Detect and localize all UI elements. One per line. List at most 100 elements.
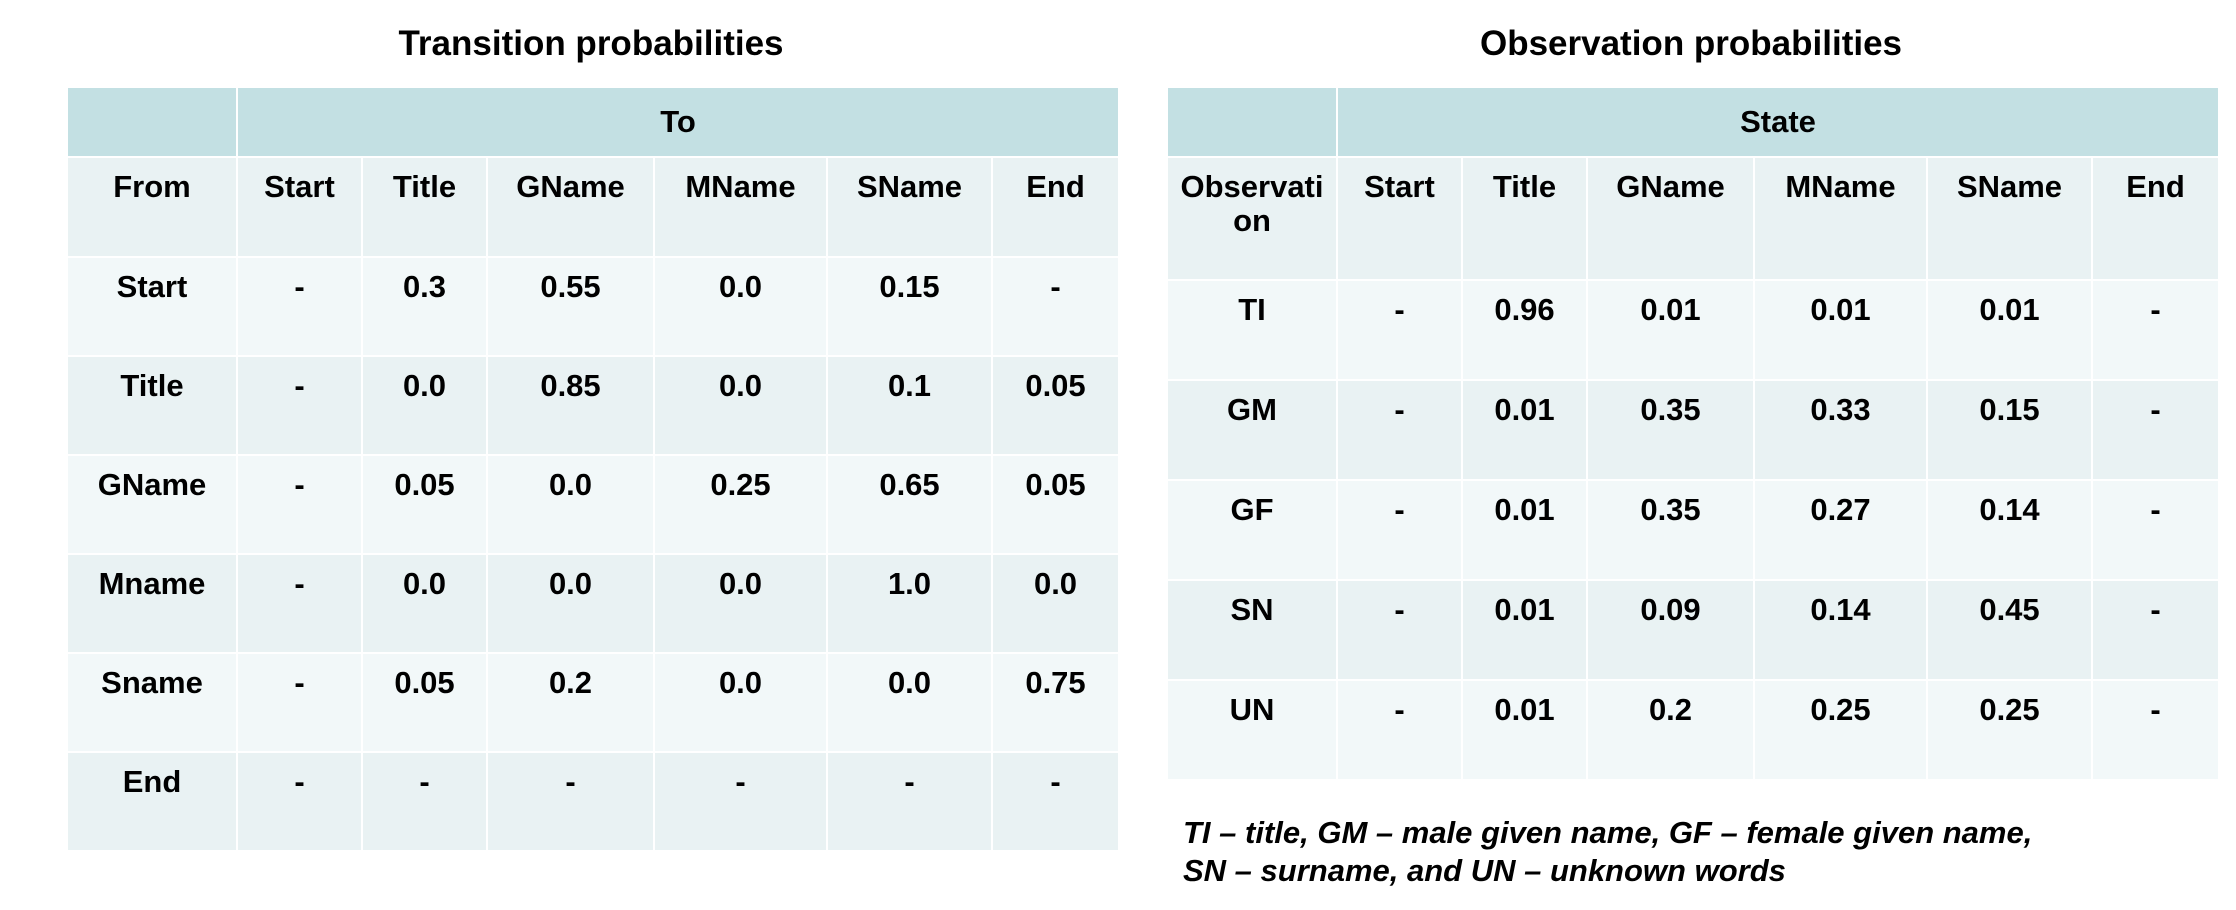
corner-cell [66, 86, 238, 158]
table-cell: - [236, 355, 363, 456]
row-header-cell: Title [66, 355, 238, 456]
table-cell: 0.01 [1586, 279, 1755, 381]
table-cell: 0.0 [990, 553, 1121, 654]
table-cell: 0.01 [1461, 679, 1588, 781]
table-cell: 0.01 [1461, 579, 1588, 681]
table-row: GM -0.01 0.35 0.33 0.15- [1166, 379, 2221, 481]
row-header-cell: GM [1166, 379, 1338, 481]
group-header: State [1335, 86, 2221, 158]
table-cell: 0.09 [1586, 579, 1755, 681]
table-cell: - [1336, 579, 1463, 681]
table-cell: 0.14 [1926, 479, 2093, 581]
table-cell: - [990, 751, 1121, 852]
row-header-cell: UN [1166, 679, 1338, 781]
table-cell: - [2090, 679, 2221, 781]
table-cell: - [361, 751, 488, 852]
table-cell: 0.2 [1586, 679, 1755, 781]
column-header: GName [486, 156, 655, 258]
column-header-row: Observati on Start Title GName MName SNa… [1166, 156, 2221, 281]
table-cell: 0.2 [486, 652, 655, 753]
row-header-cell: GName [66, 454, 238, 555]
table-cell: 0.01 [1461, 479, 1588, 581]
column-header: GName [1586, 156, 1755, 281]
table-cell: 0.01 [1753, 279, 1928, 381]
legend-line: SN – surname, and UN – unknown words [1183, 853, 1786, 888]
table-cell: 0.0 [486, 553, 655, 654]
table-cell: - [236, 256, 363, 357]
table-cell: - [236, 751, 363, 852]
row-header-cell: TI [1166, 279, 1338, 381]
table-row: GF -0.01 0.35 0.27 0.14- [1166, 479, 2221, 581]
table-cell: 0.35 [1586, 479, 1755, 581]
table-cell: 0.55 [486, 256, 655, 357]
row-header-cell: Start [66, 256, 238, 357]
table-cell: - [1336, 379, 1463, 481]
column-header: SName [826, 156, 993, 258]
column-header: End [990, 156, 1121, 258]
table-cell: - [826, 751, 993, 852]
table-cell: - [2090, 379, 2221, 481]
table-cell: 0.0 [826, 652, 993, 753]
table-cell: - [2090, 279, 2221, 381]
row-header-cell: SN [1166, 579, 1338, 681]
table-cell: 0.33 [1753, 379, 1928, 481]
table-cell: 0.01 [1461, 379, 1588, 481]
column-header: MName [1753, 156, 1928, 281]
table-cell: 0.15 [826, 256, 993, 357]
table-row: End - - - - - - [66, 751, 1121, 852]
table-cell: 0.0 [653, 652, 828, 753]
table-cell: - [1336, 279, 1463, 381]
column-header-row: From Start Title GName MName SName End [66, 156, 1121, 258]
legend-line: TI – title, GM – male given name, GF – f… [1183, 815, 2033, 850]
table-cell: 0.0 [486, 454, 655, 555]
table-row: UN -0.01 0.2 0.25 0.25- [1166, 679, 2221, 781]
table-cell: 0.0 [653, 355, 828, 456]
table-cell: 0.01 [1926, 279, 2093, 381]
table-cell: 0.45 [1926, 579, 2093, 681]
row-header-cell: GF [1166, 479, 1338, 581]
table-cell: 0.05 [990, 355, 1121, 456]
column-header: MName [653, 156, 828, 258]
column-header: Title [1461, 156, 1588, 281]
table-header-row: State [1166, 86, 2221, 158]
row-header-cell: Mname [66, 553, 238, 654]
table-cell: 0.35 [1586, 379, 1755, 481]
table-cell: 0.27 [1753, 479, 1928, 581]
table-cell: 0.85 [486, 355, 655, 456]
corner-cell [1166, 86, 1338, 158]
table-cell: 0.75 [990, 652, 1121, 753]
transition-table: To From Start Title GName MName SName En… [66, 86, 1121, 852]
table-cell: 0.14 [1753, 579, 1928, 681]
table-cell: 1.0 [826, 553, 993, 654]
table-cell: 0.0 [653, 256, 828, 357]
table-cell: 0.96 [1461, 279, 1588, 381]
table-cell: - [990, 256, 1121, 357]
table-cell: - [236, 652, 363, 753]
abbreviation-legend: TI – title, GM – male given name, GF – f… [1183, 814, 2203, 890]
table-row: SN -0.01 0.09 0.14 0.45- [1166, 579, 2221, 681]
table-cell: 0.1 [826, 355, 993, 456]
table-cell: - [653, 751, 828, 852]
table-cell: - [236, 454, 363, 555]
table-cell: 0.25 [653, 454, 828, 555]
observation-table-body: State Observati on Start Title GName MNa… [1166, 86, 2221, 781]
table-cell: - [486, 751, 655, 852]
group-header: To [235, 86, 1121, 158]
table-cell: 0.05 [990, 454, 1121, 555]
table-cell: 0.0 [361, 553, 488, 654]
column-header: End [2090, 156, 2221, 281]
table-row: TI -0.96 0.01 0.01 0.01- [1166, 279, 2221, 381]
row-header-cell: Sname [66, 652, 238, 753]
row-header-cell: End [66, 751, 238, 852]
table-cell: 0.25 [1753, 679, 1928, 781]
table-cell: 0.25 [1926, 679, 2093, 781]
table-row: Mname -0.0 0.0 0.0 1.0 0.0 [66, 553, 1121, 654]
observation-table-title: Observation probabilities [1479, 24, 1903, 63]
table-cell: 0.65 [826, 454, 993, 555]
table-header-row: To [66, 86, 1121, 158]
transition-table-title: Transition probabilities [398, 24, 784, 63]
table-cell: - [1336, 679, 1463, 781]
table-cell: - [2090, 479, 2221, 581]
table-row: GName -0.05 0.0 0.25 0.65 0.05 [66, 454, 1121, 555]
table-cell: - [1336, 479, 1463, 581]
